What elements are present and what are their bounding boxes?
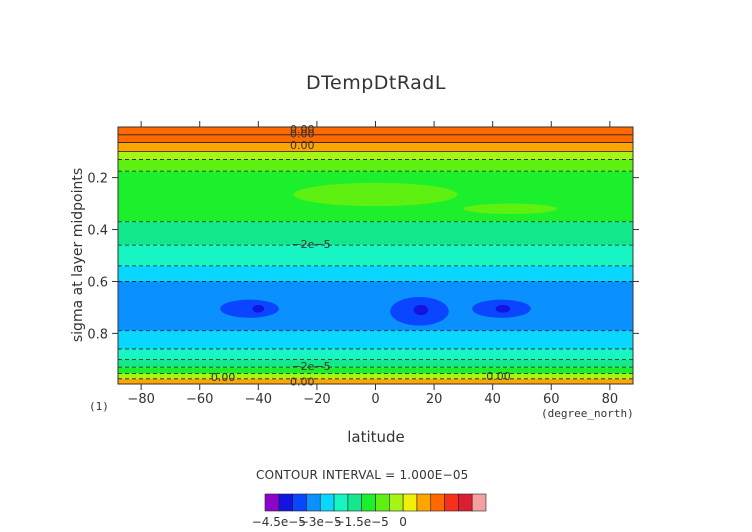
colorbar-swatch [292,493,307,512]
contour-label: −2e−5 [291,360,330,373]
x-axis-label-text: latitude [347,428,405,446]
axes: −80 −60 −40 −20 0 20 40 60 80 0.2 0.4 0.6 0.8 [87,121,639,407]
contour-blob [293,182,458,207]
x-tick-label: 80 [602,392,619,407]
colorbar-swatch [319,493,335,512]
contour-blob [463,203,558,214]
contour-band [118,378,633,384]
colorbar-swatch [264,493,280,512]
x-tick-label: −40 [245,392,272,407]
colorbar-tick-label: 0 [399,515,407,529]
colorbar-swatch [430,493,445,512]
y-tick-label: 0.6 [87,275,108,290]
colorbar-swatch [375,493,390,512]
colorbar-tick-label: −1.5e−5 [335,515,389,529]
colorbar: −4.5e−5−3e−5−1.5e−5 0 [252,493,487,529]
contour-band [118,127,633,135]
contour-blob [252,304,265,313]
contour-label: 0.00 [290,127,315,140]
contour-interval-text: CONTOUR INTERVAL = 1.000E−05 [256,468,469,482]
contour-band [118,373,633,379]
contour-blob [413,304,429,316]
contour-band [118,281,633,331]
contour-blob [495,304,511,313]
x-axis-label: latitude [0,428,752,446]
colorbar-swatch [361,493,376,512]
contour-band [118,265,633,282]
contour-label: 0.00 [211,371,236,384]
colorbar-swatch [471,493,487,512]
contour-band [118,151,633,160]
colorbar-swatch [389,493,404,512]
contour-lines [118,134,633,380]
x-tick-label: 0 [371,392,379,407]
colorbar-tick-label: −3e−5 [299,515,342,529]
contour-band [118,134,633,143]
contour-band [118,367,633,374]
x-tick-label: 60 [543,392,560,407]
chart-title: DTempDtRadL [306,72,446,94]
contour-band [118,142,633,152]
contour-labels: 0.000.000.00−2e−5−2e−50.00 0.00 0.00 [211,123,511,389]
x-tick-label: −80 [127,392,154,407]
contour-field [118,127,633,384]
contour-label: 0.00 [486,370,511,383]
contour-band [118,159,633,172]
colorbar-swatch [458,493,473,512]
colorbar-swatch [347,493,362,512]
x-tick-label: −20 [303,392,330,407]
contour-band [118,359,633,368]
y-tick-label: 0.4 [87,224,108,239]
y-tick-label: 0.8 [87,327,108,342]
colorbar-swatch [278,493,293,512]
contour-label: −2e−5 [291,238,330,251]
colorbar-swatch [416,493,432,512]
contour-band [118,348,633,360]
contour-label: 0.00 [290,375,315,388]
panel-label: (1) [89,400,109,413]
x-tick-label: −60 [186,392,213,407]
colorbar-swatch [402,493,418,512]
contour-label: 0.00 [290,139,315,152]
colorbar-swatch [444,493,459,512]
contour-band [118,221,633,246]
contour-label: 0.00 [290,123,315,136]
colorbar-swatch [306,493,321,512]
contour-band [118,330,633,349]
colorbar-tick-label: −4.5e−5 [252,515,306,529]
colorbar-swatch [333,493,349,512]
x-tick-label: 20 [426,392,443,407]
x-tick-label: 40 [484,392,501,407]
contour-blob [220,299,279,318]
y-tick-label: 0.2 [87,172,108,187]
x-axis-units: (degree_north) [541,407,634,420]
contour-band [118,245,633,266]
